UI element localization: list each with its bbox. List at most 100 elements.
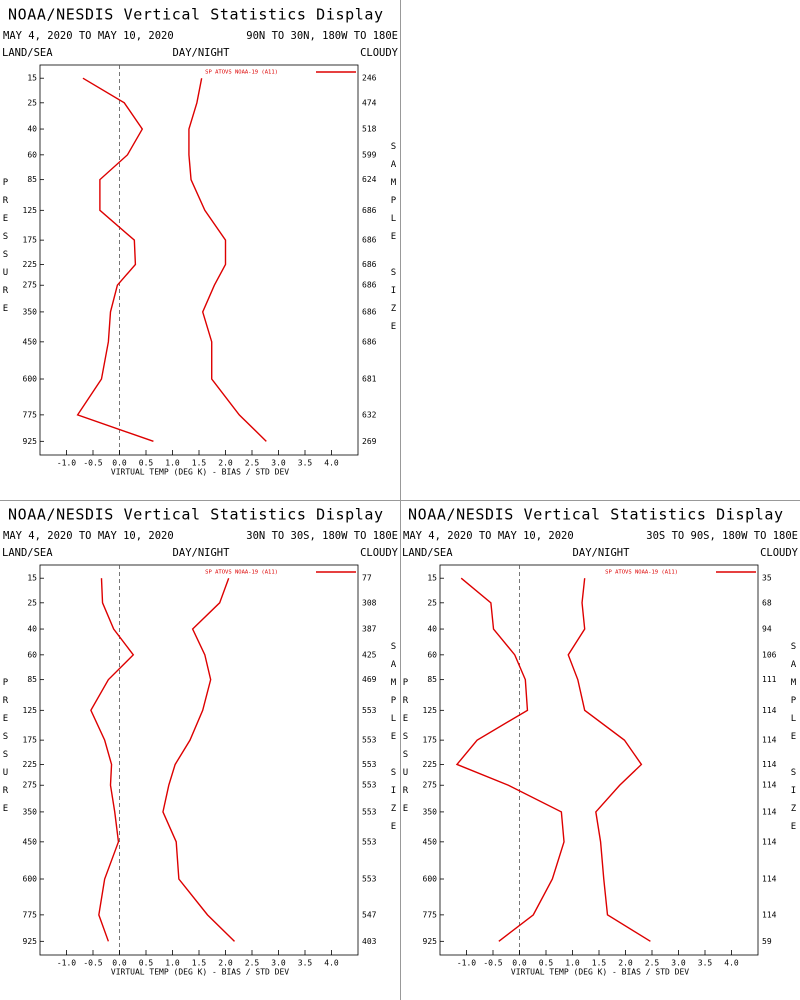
sample-size: 246 xyxy=(362,74,377,83)
region: 90N TO 30N, 180W TO 180E xyxy=(246,30,398,42)
x-tick-label: 2.0 xyxy=(218,959,233,968)
chart-title: NOAA/NESDIS Vertical Statistics Display xyxy=(408,506,784,524)
cloud-label: CLOUDY xyxy=(760,547,799,559)
x-tick-label: -1.0 xyxy=(457,959,476,968)
y-tick-label: 125 xyxy=(23,206,38,215)
y-axis-title: PRESSURE xyxy=(1,678,11,822)
chart-title: NOAA/NESDIS Vertical Statistics Display xyxy=(8,506,384,524)
y-tick-label: 125 xyxy=(23,706,38,715)
sample-size: 553 xyxy=(362,807,377,816)
y-tick-label: 225 xyxy=(23,260,38,269)
x-tick-label: -1.0 xyxy=(57,959,76,968)
sample-size: 686 xyxy=(362,260,377,269)
sample-size: 94 xyxy=(762,625,772,634)
x-tick-label: 4.0 xyxy=(324,959,339,968)
x-tick-label: 2.0 xyxy=(618,959,633,968)
x-tick-label: -0.5 xyxy=(83,959,102,968)
sample-size: 114 xyxy=(762,875,777,884)
panel: NOAA/NESDIS Vertical Statistics Display M… xyxy=(1,6,399,477)
profile-line xyxy=(162,577,235,942)
y-tick-label: 60 xyxy=(27,650,37,659)
sample-size: 553 xyxy=(362,736,377,745)
y2-axis-title: SAMPLE SIZE xyxy=(389,642,399,840)
y-tick-label: 85 xyxy=(27,175,37,184)
x-tick-label: 1.0 xyxy=(165,459,180,468)
x-tick-label: 0.0 xyxy=(112,459,127,468)
sample-size: 59 xyxy=(762,937,772,946)
y-tick-label: 450 xyxy=(423,837,438,846)
x-tick-label: 2.0 xyxy=(218,459,233,468)
y-tick-label: 175 xyxy=(23,736,38,745)
y-tick-label: 15 xyxy=(27,74,37,83)
sample-size: 403 xyxy=(362,937,377,946)
x-tick-label: 0.5 xyxy=(139,959,154,968)
profile-line xyxy=(188,78,267,442)
date-range: MAY 4, 2020 TO MAY 10, 2020 xyxy=(403,530,574,542)
y-tick-label: 775 xyxy=(23,410,38,419)
legend-label: SP ATOVS NOAA-19 (A11) xyxy=(605,570,678,576)
sample-size: 111 xyxy=(762,675,777,684)
sample-size: 35 xyxy=(762,574,772,583)
y-tick-label: 40 xyxy=(27,125,37,134)
y-tick-label: 600 xyxy=(23,875,38,884)
sample-size: 114 xyxy=(762,910,777,919)
profile-line xyxy=(567,578,651,942)
y-tick-label: 125 xyxy=(423,706,438,715)
chart-title: NOAA/NESDIS Vertical Statistics Display xyxy=(8,6,384,24)
y-tick-label: 275 xyxy=(23,781,38,790)
y-axis-title: PRESSURE xyxy=(1,178,11,322)
day-night-label: DAY/NIGHT xyxy=(173,47,231,59)
x-tick-label: 3.0 xyxy=(271,459,286,468)
y-tick-label: 775 xyxy=(23,910,38,919)
y-tick-label: 60 xyxy=(427,650,437,659)
x-tick-label: -0.5 xyxy=(483,959,502,968)
y-tick-label: 350 xyxy=(23,807,38,816)
y-tick-label: 225 xyxy=(23,760,38,769)
x-tick-label: 1.5 xyxy=(192,959,207,968)
region: 30N TO 30S, 180W TO 180E xyxy=(246,530,398,542)
x-tick-label: 4.0 xyxy=(724,959,739,968)
y-tick-label: 40 xyxy=(27,625,37,634)
y-tick-label: 275 xyxy=(423,781,438,790)
y-tick-label: 60 xyxy=(27,150,37,159)
date-range: MAY 4, 2020 TO MAY 10, 2020 xyxy=(3,30,174,42)
y-tick-label: 40 xyxy=(427,625,437,634)
y-axis-title: PRESSURE xyxy=(401,678,411,822)
sample-size: 387 xyxy=(362,625,377,634)
sample-size: 114 xyxy=(762,807,777,816)
x-tick-label: 0.5 xyxy=(539,959,554,968)
x-tick-label: 1.5 xyxy=(592,959,607,968)
sample-size: 553 xyxy=(362,781,377,790)
sample-size: 624 xyxy=(362,175,377,184)
day-night-label: DAY/NIGHT xyxy=(173,547,231,559)
region: 30S TO 90S, 180W TO 180E xyxy=(646,530,798,542)
x-tick-label: 4.0 xyxy=(324,459,339,468)
y-tick-label: 775 xyxy=(423,910,438,919)
sample-size: 114 xyxy=(762,736,777,745)
profile-line xyxy=(76,77,154,442)
y-tick-label: 225 xyxy=(423,760,438,769)
sample-size: 686 xyxy=(362,307,377,316)
sample-size: 469 xyxy=(362,675,377,684)
x-tick-label: 3.5 xyxy=(298,959,313,968)
sample-size: 114 xyxy=(762,781,777,790)
sample-size: 68 xyxy=(762,598,772,607)
sample-size: 547 xyxy=(362,910,377,919)
y-tick-label: 450 xyxy=(23,337,38,346)
x-axis-title: VIRTUAL TEMP (DEG K) - BIAS / STD DEV xyxy=(111,968,289,977)
day-night-label: DAY/NIGHT xyxy=(573,547,631,559)
sample-size: 106 xyxy=(762,650,777,659)
y-tick-label: 175 xyxy=(23,236,38,245)
sample-size: 474 xyxy=(362,98,377,107)
panel: NOAA/NESDIS Vertical Statistics Display M… xyxy=(1,506,399,977)
sample-size: 308 xyxy=(362,598,377,607)
x-tick-label: 3.5 xyxy=(298,459,313,468)
y2-axis-title: SAMPLE SIZE xyxy=(789,642,799,840)
sample-size: 553 xyxy=(362,706,377,715)
sample-size: 114 xyxy=(762,706,777,715)
y-tick-label: 925 xyxy=(23,937,38,946)
y-tick-label: 275 xyxy=(23,281,38,290)
x-axis-title: VIRTUAL TEMP (DEG K) - BIAS / STD DEV xyxy=(511,968,689,977)
y-tick-label: 85 xyxy=(427,675,437,684)
